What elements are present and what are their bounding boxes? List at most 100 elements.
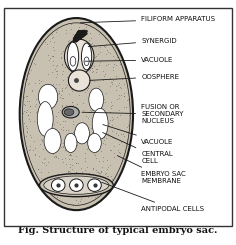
Point bbox=[81, 108, 85, 112]
Point bbox=[118, 113, 122, 117]
Point bbox=[26, 72, 30, 76]
Point bbox=[126, 91, 130, 95]
Point bbox=[87, 41, 91, 45]
Point bbox=[43, 40, 47, 44]
Point bbox=[50, 109, 54, 113]
Point bbox=[82, 180, 86, 184]
Text: CENTRAL
CELL: CENTRAL CELL bbox=[103, 133, 173, 164]
Point bbox=[96, 170, 100, 173]
Point bbox=[103, 72, 107, 76]
Point bbox=[79, 134, 83, 138]
Point bbox=[112, 135, 115, 139]
Point bbox=[104, 176, 107, 180]
Point bbox=[27, 81, 31, 85]
Point bbox=[57, 89, 61, 93]
Point bbox=[22, 121, 26, 125]
Point bbox=[75, 143, 79, 147]
Point bbox=[75, 41, 79, 45]
Point bbox=[96, 101, 99, 105]
Point bbox=[58, 96, 62, 99]
Point bbox=[47, 185, 51, 189]
Point bbox=[60, 72, 64, 75]
Point bbox=[51, 103, 55, 107]
Text: SYNERGID: SYNERGID bbox=[88, 38, 177, 47]
Point bbox=[40, 118, 43, 122]
Point bbox=[64, 31, 68, 35]
Point bbox=[22, 95, 26, 99]
Point bbox=[68, 71, 72, 75]
Point bbox=[110, 80, 113, 84]
Point bbox=[89, 110, 93, 113]
Point bbox=[70, 163, 74, 167]
Point bbox=[47, 58, 51, 62]
Ellipse shape bbox=[88, 179, 101, 191]
Point bbox=[58, 109, 62, 112]
Point bbox=[108, 110, 112, 113]
Point bbox=[56, 156, 60, 160]
Point bbox=[61, 128, 64, 132]
Point bbox=[69, 153, 72, 157]
Point bbox=[24, 124, 28, 128]
Point bbox=[61, 111, 65, 115]
Point bbox=[46, 53, 50, 57]
Point bbox=[34, 104, 37, 108]
Point bbox=[69, 22, 73, 26]
Point bbox=[61, 78, 65, 82]
Point bbox=[125, 143, 129, 147]
Point bbox=[80, 67, 83, 71]
Point bbox=[108, 118, 112, 122]
Point bbox=[106, 124, 110, 128]
Point bbox=[52, 40, 56, 44]
Point bbox=[47, 101, 51, 105]
Point bbox=[56, 172, 60, 175]
Point bbox=[65, 146, 69, 150]
Point bbox=[105, 49, 109, 52]
Point bbox=[98, 45, 102, 49]
Ellipse shape bbox=[37, 102, 53, 136]
Point bbox=[114, 63, 118, 67]
Point bbox=[25, 109, 29, 112]
Point bbox=[59, 189, 62, 193]
Point bbox=[108, 148, 112, 152]
Point bbox=[93, 153, 97, 157]
Ellipse shape bbox=[81, 43, 92, 70]
Point bbox=[46, 181, 50, 185]
Point bbox=[27, 72, 31, 75]
Point bbox=[68, 140, 72, 144]
Point bbox=[53, 148, 57, 152]
Point bbox=[52, 155, 56, 159]
Point bbox=[28, 104, 32, 108]
Point bbox=[70, 172, 74, 176]
Point bbox=[111, 54, 115, 58]
Point bbox=[51, 184, 55, 188]
Point bbox=[28, 118, 31, 122]
Point bbox=[106, 174, 110, 178]
Point bbox=[72, 202, 75, 206]
Point bbox=[70, 158, 74, 161]
Point bbox=[103, 186, 107, 190]
Point bbox=[83, 90, 87, 94]
Point bbox=[100, 178, 103, 182]
Point bbox=[103, 45, 107, 49]
Point bbox=[110, 177, 114, 181]
Point bbox=[92, 167, 95, 171]
Point bbox=[60, 62, 63, 66]
Point bbox=[61, 144, 65, 148]
Point bbox=[46, 170, 50, 174]
Point bbox=[104, 172, 107, 175]
Point bbox=[77, 93, 81, 97]
Point bbox=[71, 32, 74, 36]
Point bbox=[80, 173, 84, 177]
Point bbox=[120, 77, 123, 81]
Point bbox=[60, 97, 64, 100]
Point bbox=[116, 133, 119, 137]
Point bbox=[74, 32, 78, 36]
Point bbox=[102, 138, 106, 142]
Ellipse shape bbox=[44, 128, 61, 153]
Point bbox=[122, 134, 126, 138]
Point bbox=[125, 98, 129, 102]
Point bbox=[95, 99, 98, 103]
Point bbox=[43, 134, 46, 138]
Point bbox=[65, 83, 69, 87]
Point bbox=[82, 27, 85, 31]
